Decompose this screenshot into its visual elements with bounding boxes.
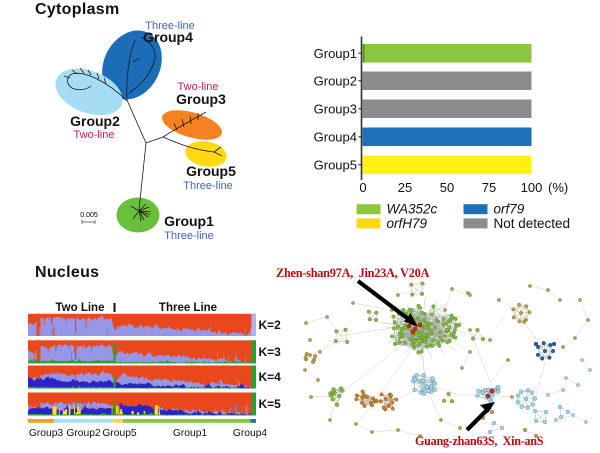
- svg-text:Zhen-shan97A, Jin23A, V20A: Zhen-shan97A, Jin23A, V20A: [276, 266, 429, 280]
- svg-text:Group5: Group5: [102, 428, 137, 439]
- svg-text:Group5: Group5: [314, 157, 357, 172]
- svg-text:Group3: Group3: [314, 101, 357, 116]
- svg-text:K=5: K=5: [259, 397, 282, 411]
- svg-text:0.005: 0.005: [80, 212, 98, 219]
- svg-text:Three-line: Three-line: [145, 20, 195, 32]
- svg-text:25: 25: [398, 180, 412, 195]
- svg-text:Three-line: Three-line: [183, 180, 233, 192]
- svg-text:Three-line: Three-line: [164, 230, 214, 242]
- svg-text:0: 0: [359, 180, 366, 195]
- svg-text:Two-line: Two-line: [74, 129, 115, 141]
- svg-text:orfH79: orfH79: [387, 216, 428, 231]
- svg-text:Group3: Group3: [176, 91, 226, 107]
- svg-text:Three Line: Three Line: [159, 302, 217, 314]
- svg-text:orf79: orf79: [494, 202, 525, 217]
- svg-text:Group3: Group3: [29, 428, 64, 439]
- svg-text:Nucleus: Nucleus: [35, 264, 99, 281]
- svg-text:75: 75: [482, 180, 496, 195]
- svg-text:Group2: Group2: [66, 428, 101, 439]
- svg-text:Group4: Group4: [314, 129, 357, 144]
- svg-text:Two-line: Two-line: [178, 81, 219, 93]
- svg-text:Group4: Group4: [143, 29, 193, 45]
- svg-text:Two Line: Two Line: [56, 302, 105, 314]
- svg-text:Cytoplasm: Cytoplasm: [35, 1, 120, 18]
- svg-text:100: 100: [521, 180, 543, 195]
- svg-text:Group1: Group1: [173, 428, 208, 439]
- svg-text:Group1: Group1: [314, 46, 357, 61]
- svg-text:K=2: K=2: [259, 318, 282, 332]
- svg-text:Not detected: Not detected: [494, 216, 571, 231]
- svg-text:WA352c: WA352c: [387, 202, 438, 217]
- svg-text:50: 50: [440, 180, 454, 195]
- svg-text:Group4: Group4: [233, 428, 268, 439]
- svg-text:Group1: Group1: [164, 213, 214, 229]
- svg-text:Group2: Group2: [70, 113, 120, 129]
- svg-text:K=4: K=4: [259, 370, 282, 384]
- svg-text:(%): (%): [548, 180, 568, 195]
- svg-text:Group2: Group2: [314, 73, 357, 88]
- svg-text:Guang-zhan63S, Xin-anS: Guang-zhan63S, Xin-anS: [415, 434, 544, 448]
- svg-text:K=3: K=3: [259, 345, 282, 359]
- svg-text:Group5: Group5: [186, 163, 236, 179]
